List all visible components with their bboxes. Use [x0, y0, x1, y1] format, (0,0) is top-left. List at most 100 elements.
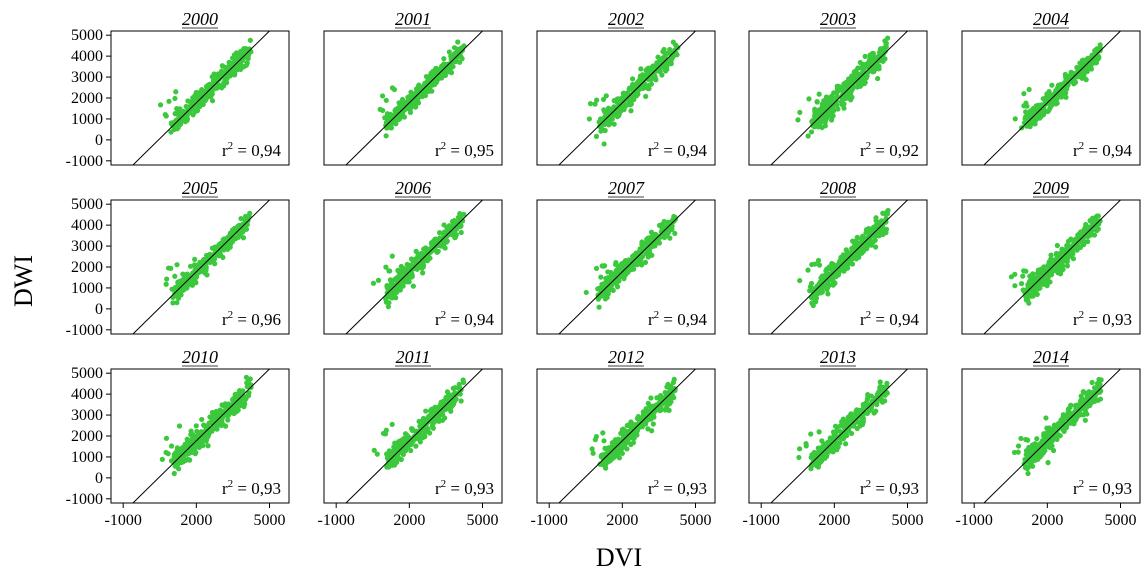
data-point [382, 115, 388, 121]
data-point [649, 428, 655, 434]
y-tick-label: 0 [95, 132, 103, 149]
data-point [174, 300, 180, 306]
data-point [650, 421, 656, 427]
data-point [601, 438, 607, 444]
data-point [825, 291, 831, 297]
r2-label: r2 = 0,93 [435, 478, 494, 498]
data-point [877, 46, 884, 53]
x-tick-label: -1000 [531, 512, 568, 529]
data-point [416, 432, 422, 438]
data-point [797, 277, 803, 284]
data-point [1024, 103, 1030, 109]
data-point [207, 251, 213, 257]
data-point [796, 454, 802, 461]
data-point [392, 462, 398, 468]
data-point [830, 280, 836, 286]
data-point [449, 232, 455, 238]
scatter-points [157, 37, 254, 135]
data-point [246, 382, 252, 388]
data-point [875, 75, 881, 82]
data-point [860, 247, 866, 253]
data-point [424, 426, 431, 432]
data-point [423, 73, 429, 80]
data-point [1077, 244, 1084, 250]
data-point [835, 269, 841, 275]
data-point [1049, 435, 1055, 441]
data-point [185, 98, 191, 104]
data-point [812, 261, 818, 267]
r2-label: r2 = 0,93 [1073, 309, 1132, 329]
data-point [408, 256, 415, 262]
data-point [847, 420, 853, 427]
data-point [661, 218, 667, 225]
data-point [628, 108, 634, 114]
data-point [195, 92, 201, 98]
data-point [643, 72, 649, 78]
data-point [238, 215, 244, 222]
data-point [883, 219, 889, 225]
data-point [1029, 442, 1035, 448]
data-point [871, 54, 877, 60]
x-tick-label: 5000 [891, 512, 923, 529]
data-point [810, 118, 816, 124]
data-point [819, 438, 825, 444]
r2-label: r2 = 0,94 [1073, 140, 1133, 160]
data-point [1091, 57, 1097, 64]
data-point [404, 432, 410, 439]
data-point [1092, 393, 1098, 399]
data-point [834, 447, 840, 453]
data-point [670, 39, 676, 45]
data-point [375, 277, 382, 283]
data-point [873, 217, 879, 224]
data-point [1046, 107, 1052, 113]
data-point [856, 243, 862, 249]
data-point [189, 449, 195, 455]
data-point [624, 446, 630, 452]
data-point [209, 74, 215, 80]
data-point [184, 437, 191, 443]
data-point [395, 117, 402, 123]
data-point [640, 85, 646, 92]
r2-label: r2 = 0,92 [860, 140, 919, 160]
data-point [424, 258, 431, 264]
data-point [1088, 66, 1095, 72]
panel-title: 2011 [396, 347, 431, 367]
data-point [664, 384, 670, 390]
data-point [1037, 269, 1043, 275]
data-point [844, 88, 850, 94]
data-point [630, 440, 637, 446]
data-point [434, 67, 440, 73]
data-point [197, 264, 203, 270]
data-point [227, 237, 234, 243]
data-point [451, 227, 457, 233]
data-point [240, 388, 246, 394]
data-point [1062, 71, 1068, 78]
data-point [1097, 389, 1103, 395]
fit-line [132, 200, 270, 334]
data-point [862, 70, 868, 76]
data-point [1048, 103, 1054, 109]
data-point [223, 423, 229, 429]
data-point [455, 39, 461, 45]
data-point [606, 445, 612, 451]
data-point [193, 423, 199, 429]
panel-frame [961, 30, 1141, 166]
data-point [1072, 403, 1078, 409]
data-point [1097, 42, 1103, 48]
data-point [848, 87, 854, 93]
data-point [627, 102, 633, 108]
y-tick-label: 3000 [71, 69, 103, 86]
panel-frame [961, 368, 1141, 504]
data-point [834, 434, 840, 440]
data-point [174, 454, 180, 460]
data-point [646, 239, 652, 245]
data-point [430, 242, 436, 248]
data-point [380, 107, 386, 114]
panel-frame [748, 30, 928, 166]
data-point [1078, 393, 1084, 399]
data-point [665, 50, 672, 56]
data-point [795, 117, 801, 123]
data-point [831, 90, 837, 96]
data-point [440, 411, 446, 418]
